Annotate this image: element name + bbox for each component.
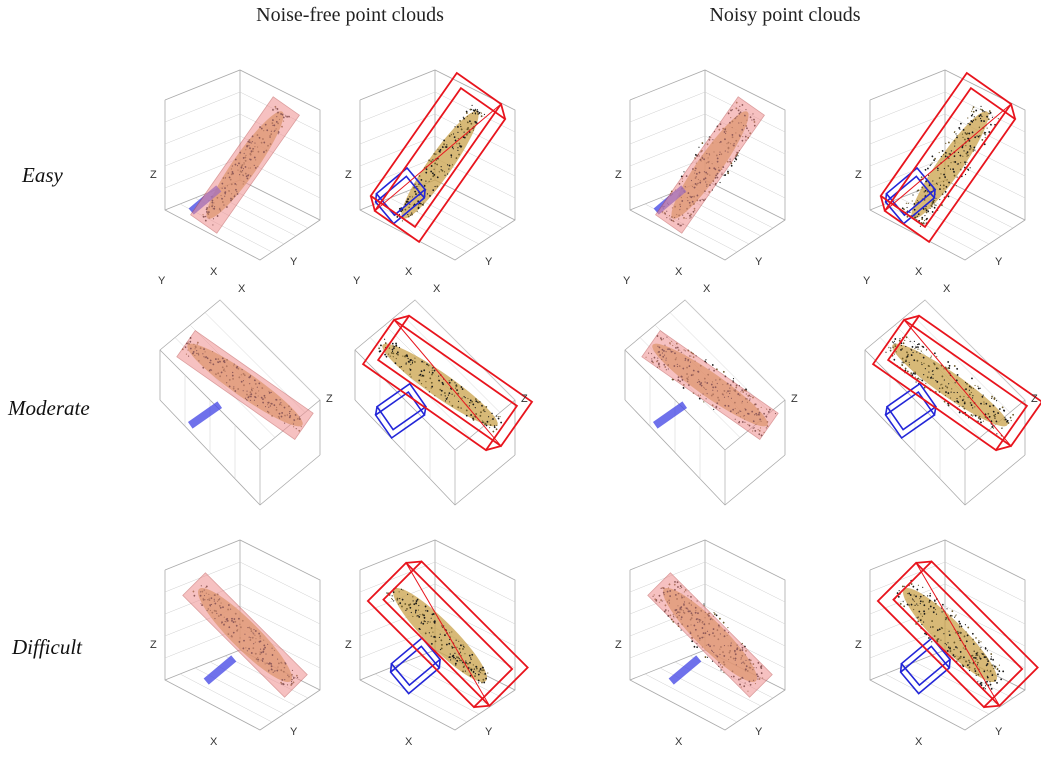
axis-label-y: Y <box>158 275 166 287</box>
axis-label-z: Z <box>345 639 352 651</box>
red-bounding-box <box>879 71 1017 244</box>
red-bounding-box <box>366 560 529 709</box>
point-cloud <box>386 586 489 684</box>
row-label-difficult: Difficult <box>12 635 82 659</box>
axis-label-y: Y <box>623 275 631 287</box>
panel-easy-noisy-box: Z X Y <box>855 60 1035 300</box>
panel-moderate-noise-free-box: Y X Z <box>345 275 534 530</box>
axis-label-y: Y <box>995 726 1003 738</box>
axis-label-z: Z <box>1031 393 1038 405</box>
axis-label-x: X <box>210 266 218 278</box>
blue-object <box>187 401 223 429</box>
axis-label-z: Z <box>150 639 157 651</box>
panel-easy-noisy-obb: Z X Y <box>615 60 795 300</box>
axis-label-x: X <box>405 736 413 748</box>
blue-object <box>884 382 938 440</box>
axis-label-x: X <box>210 736 218 748</box>
point-cloud <box>900 105 1000 227</box>
blue-object <box>899 636 952 695</box>
red-bounding-box <box>361 314 534 452</box>
axes-box <box>629 69 786 261</box>
axis-label-z: Z <box>326 393 333 405</box>
oriented-bounding-box <box>182 572 308 698</box>
point-cloud <box>894 579 1005 690</box>
scene-3d: Y X Z <box>863 275 1041 506</box>
axis-label-y: Y <box>755 726 763 738</box>
axis-label-x: X <box>238 283 246 295</box>
axis-label-y: Y <box>485 726 493 738</box>
red-bounding-box <box>876 560 1039 709</box>
panel-difficult-noisy-box: Z X Y <box>855 530 1039 770</box>
axis-label-x: X <box>675 266 683 278</box>
axis-label-x: X <box>915 736 923 748</box>
scene-3d: Z X Y <box>855 539 1039 748</box>
row-label-moderate: Moderate <box>8 396 90 420</box>
axis-label-x: X <box>703 283 711 295</box>
blue-object <box>652 401 688 429</box>
red-bounding-box <box>369 71 507 244</box>
scene-3d: Z X Y <box>150 539 321 748</box>
point-cloud <box>885 336 1015 437</box>
blue-object <box>374 382 428 440</box>
axis-label-x: X <box>943 283 951 295</box>
panel-moderate-noisy-box: Y X Z <box>855 275 1041 530</box>
axis-label-z: Z <box>150 169 157 181</box>
oriented-bounding-box <box>641 330 779 440</box>
blue-object <box>389 636 442 695</box>
scene-3d: Y X Z <box>623 275 798 506</box>
axis-label-y: Y <box>353 275 361 287</box>
axis-label-x: X <box>433 283 441 295</box>
row-label-easy: Easy <box>22 163 63 187</box>
scene-3d: Z X Y <box>150 69 321 278</box>
axis-label-z: Z <box>791 393 798 405</box>
axis-label-z: Z <box>615 639 622 651</box>
axis-label-y: Y <box>290 726 298 738</box>
axis-label-z: Z <box>855 169 862 181</box>
scene-3d: Z X Y <box>615 539 786 748</box>
axis-label-y: Y <box>755 256 763 268</box>
axis-label-y: Y <box>863 275 871 287</box>
scene-3d: Z X Y <box>345 539 529 748</box>
oriented-bounding-box <box>176 330 314 440</box>
axis-label-x: X <box>405 266 413 278</box>
scene-3d: Z X Y <box>615 69 786 278</box>
panel-difficult-noise-free-box: Z X Y <box>345 530 529 770</box>
axis-label-y: Y <box>995 256 1003 268</box>
red-bounding-box <box>871 314 1041 452</box>
panel-difficult-noise-free-obb: Z X Y <box>150 530 330 770</box>
axis-label-z: Z <box>855 639 862 651</box>
header-noisy: Noisy point clouds <box>709 4 861 26</box>
axis-label-x: X <box>915 266 923 278</box>
axis-label-z: Z <box>615 169 622 181</box>
oriented-bounding-box <box>190 96 300 234</box>
scene-3d: Z X Y <box>855 69 1026 278</box>
axis-label-x: X <box>675 736 683 748</box>
panel-moderate-noisy-obb: Y X Z <box>615 275 798 530</box>
scene-3d: Y X Z <box>353 275 534 506</box>
panel-moderate-noise-free-obb: Y X Z <box>150 275 333 530</box>
panel-easy-noise-free-box: Z X Y <box>345 60 525 300</box>
axis-label-y: Y <box>290 256 298 268</box>
oriented-bounding-box <box>647 572 773 698</box>
blue-object <box>203 655 237 685</box>
axis-label-z: Z <box>521 393 528 405</box>
axis-label-y: Y <box>485 256 493 268</box>
scene-3d: Y X Z <box>158 275 333 506</box>
point-cloud <box>378 338 503 433</box>
header-noise-free: Noise-free point clouds <box>256 4 444 26</box>
scene-3d: Z X Y <box>345 69 516 278</box>
oriented-bounding-box <box>655 96 765 234</box>
blue-object <box>668 655 702 685</box>
panel-easy-noise-free-obb: Z X Y <box>150 60 330 300</box>
axis-label-z: Z <box>345 169 352 181</box>
panel-difficult-noisy-obb: Z X Y <box>615 530 795 770</box>
